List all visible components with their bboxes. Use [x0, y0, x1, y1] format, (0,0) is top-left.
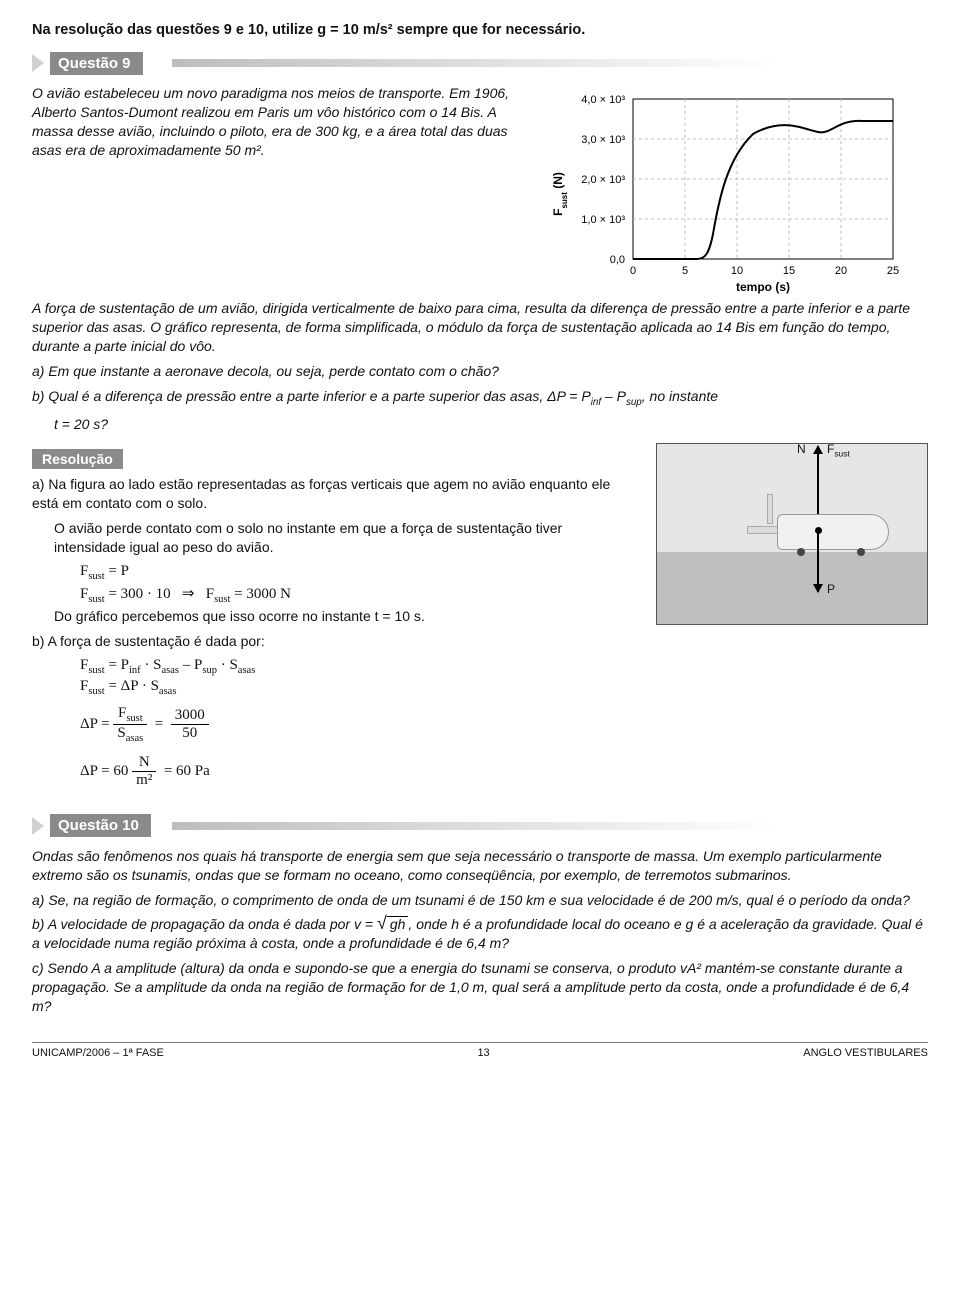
q9-res-a2: O avião perde contato com o solo no inst… [32, 519, 634, 557]
plane-wheel [797, 548, 805, 556]
arrow-down-icon [817, 532, 819, 592]
plane-tail [767, 494, 773, 524]
plane-wheel [857, 548, 865, 556]
eq-b2: Fsust = ΔP · Sasas [32, 678, 634, 697]
q9-banner: Questão 9 [32, 50, 928, 76]
plane-body [777, 514, 889, 550]
eq-dp2: ΔP = 60 Nm² = 60 Pa [32, 754, 634, 789]
banner-fade [172, 822, 928, 830]
q10-banner: Questão 10 [32, 813, 928, 839]
footer-center: 13 [477, 1047, 489, 1059]
footer-right: ANGLO VESTIBULARES [803, 1047, 928, 1059]
triangle-icon [32, 54, 44, 72]
page-footer: UNICAMP/2006 – 1ª FASE 13 ANGLO VESTIBUL… [32, 1042, 928, 1059]
eq-dp: ΔP = FsustSasas = 300050 [32, 705, 634, 744]
svg-text:5: 5 [682, 265, 688, 277]
svg-text:15: 15 [783, 265, 795, 277]
plane-figure: N Fsust P [656, 443, 928, 625]
q10-intro: Ondas são fenômenos nos quais há transpo… [32, 847, 928, 885]
chart-ylabel: Fsust (N) [551, 172, 569, 216]
q9-title: Questão 9 [50, 52, 143, 75]
svg-text:3,0 × 10³: 3,0 × 10³ [581, 134, 625, 146]
q10-item-b: b) A velocidade de propagação da onda é … [32, 915, 928, 953]
q9-after-chart: A força de sustentação de um avião, diri… [32, 299, 928, 356]
svg-text:25: 25 [887, 265, 899, 277]
q10-item-c: c) Sendo A a amplitude (altura) da onda … [32, 959, 928, 1016]
chart-yticks: 4,0 × 10³ 3,0 × 10³ 2,0 × 10³ 1,0 × 10³ … [581, 94, 625, 266]
q10-item-a: a) Se, na região de formação, o comprime… [32, 891, 928, 910]
svg-text:1,0 × 10³: 1,0 × 10³ [581, 214, 625, 226]
q9-intro: O avião estabeleceu um novo paradigma no… [32, 84, 526, 160]
footer-left: UNICAMP/2006 – 1ª FASE [32, 1047, 164, 1059]
svg-text:4,0 × 10³: 4,0 × 10³ [581, 94, 625, 106]
svg-text:10: 10 [731, 265, 743, 277]
eq-b1: Fsust = Pinf · Sasas – Psup · Sasas [32, 657, 634, 676]
svg-text:0: 0 [630, 265, 636, 277]
svg-text:0,0: 0,0 [610, 254, 625, 266]
q9-item-b-t: t = 20 s? [32, 415, 928, 434]
q9-res-a1: a) Na figura ao lado estão representadas… [32, 475, 634, 513]
header-note: Na resolução das questões 9 e 10, utiliz… [32, 22, 928, 38]
q10-title: Questão 10 [50, 814, 151, 837]
eq-a2: Fsust = 300 · 10 ⇒ Fsust = 3000 N [32, 584, 634, 605]
triangle-icon [32, 817, 44, 835]
resolucao-label: Resolução [32, 449, 123, 469]
svg-text:2,0 × 10³: 2,0 × 10³ [581, 174, 625, 186]
label-Fsust: Fsust [827, 442, 850, 458]
q9-chart: 4,0 × 10³ 3,0 × 10³ 2,0 × 10³ 1,0 × 10³ … [548, 84, 928, 294]
banner-fade [172, 59, 928, 67]
q9-item-a: a) Em que instante a aeronave decola, ou… [32, 362, 928, 381]
label-P: P [827, 582, 835, 596]
chart-xticks: 0 5 10 15 20 25 [630, 265, 899, 277]
q9-res-b1: b) A força de sustentação é dada por: [32, 632, 634, 651]
q9-item-b: b) Qual é a diferença de pressão entre a… [32, 387, 928, 409]
svg-text:20: 20 [835, 265, 847, 277]
label-N: N [797, 442, 806, 456]
q9-res-a3: Do gráfico percebemos que isso ocorre no… [32, 607, 634, 626]
chart-xlabel: tempo (s) [736, 280, 790, 294]
eq-a1: Fsust = P [32, 563, 634, 582]
